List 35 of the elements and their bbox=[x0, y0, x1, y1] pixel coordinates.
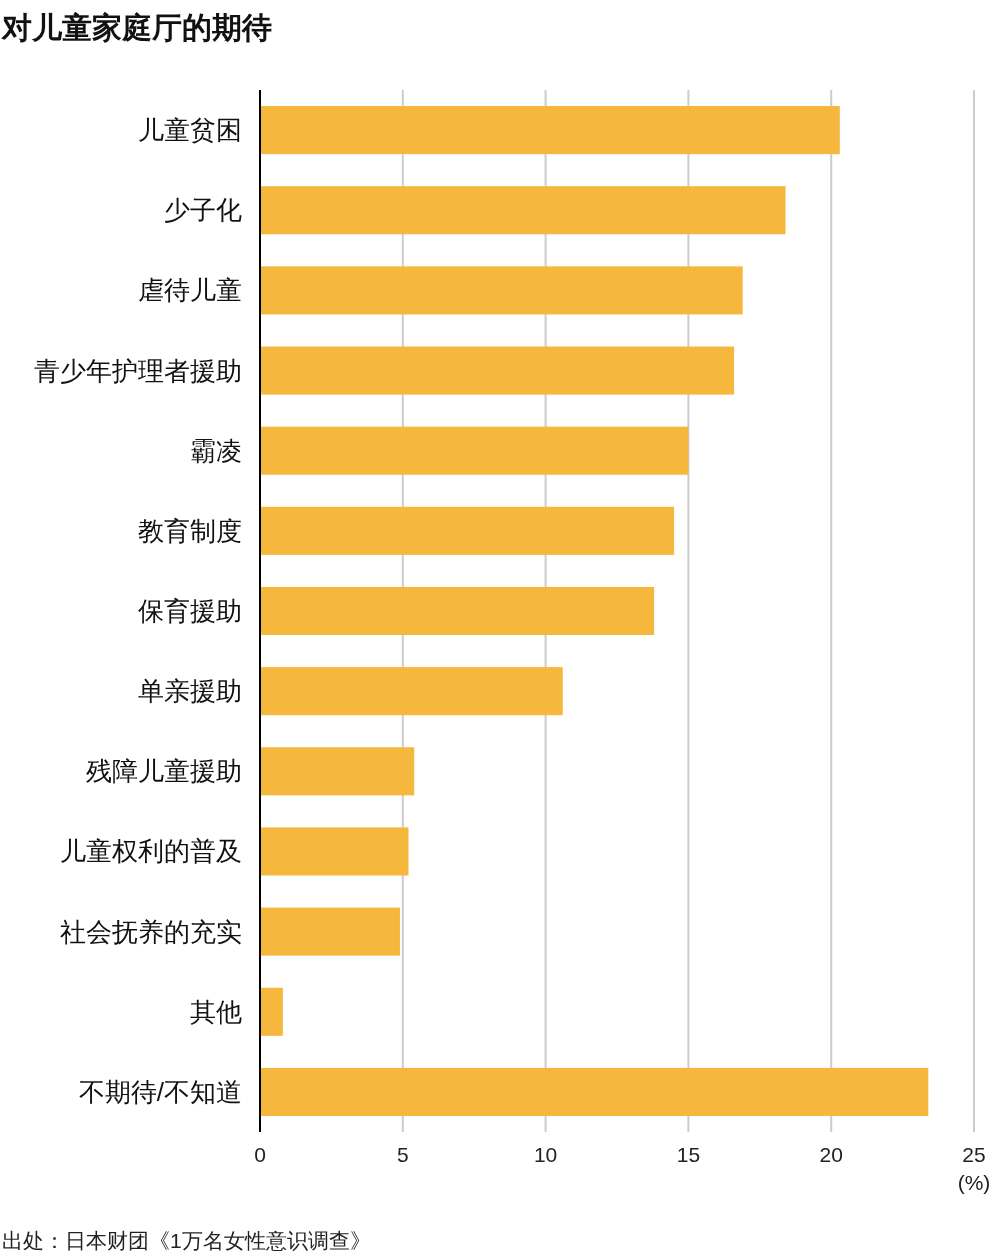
bar bbox=[260, 827, 409, 876]
bar bbox=[260, 667, 563, 716]
x-tick-label: 10 bbox=[533, 1143, 558, 1166]
x-tick-label: 20 bbox=[819, 1143, 843, 1166]
y-tick-label: 儿童权利的普及 bbox=[60, 836, 242, 867]
y-tick-label: 单亲援助 bbox=[138, 676, 242, 707]
x-tick-label: 5 bbox=[396, 1143, 409, 1166]
chart-title: 对儿童家庭厅的期待 bbox=[1, 11, 272, 44]
y-tick-label: 保育援助 bbox=[138, 596, 242, 626]
x-tick-label: 25 bbox=[962, 1143, 986, 1166]
y-tick-label: 教育制度 bbox=[138, 515, 242, 546]
y-tick-label: 霸凌 bbox=[190, 435, 242, 466]
y-tick-label: 少子化 bbox=[164, 195, 242, 226]
bar bbox=[260, 266, 743, 315]
bar bbox=[260, 987, 283, 1036]
bar bbox=[260, 1067, 929, 1116]
bar bbox=[260, 506, 675, 555]
bar bbox=[260, 907, 400, 956]
bar bbox=[260, 106, 840, 155]
y-tick-label: 不期待/不知道 bbox=[78, 1076, 242, 1107]
y-tick-label: 社会抚养的充实 bbox=[60, 916, 242, 947]
bar bbox=[260, 586, 655, 636]
text: 出处：日本财团《1万名女性意识调查》 bbox=[2, 1229, 371, 1252]
y-tick-label: 残障儿童援助 bbox=[86, 756, 242, 787]
x-tick-label: 15 bbox=[676, 1143, 701, 1166]
bar bbox=[260, 426, 689, 475]
x-axis-title: (%) bbox=[957, 1171, 991, 1194]
bar bbox=[260, 747, 415, 796]
y-tick-label: 虐待儿童 bbox=[138, 275, 242, 306]
x-tick-label: 0 bbox=[254, 1143, 266, 1166]
bar bbox=[260, 186, 786, 235]
bar bbox=[260, 346, 735, 395]
y-tick-label: 其他 bbox=[190, 996, 242, 1027]
y-tick-label: 青少年护理者援助 bbox=[34, 355, 242, 386]
y-tick-label: 儿童贫困 bbox=[138, 115, 242, 146]
